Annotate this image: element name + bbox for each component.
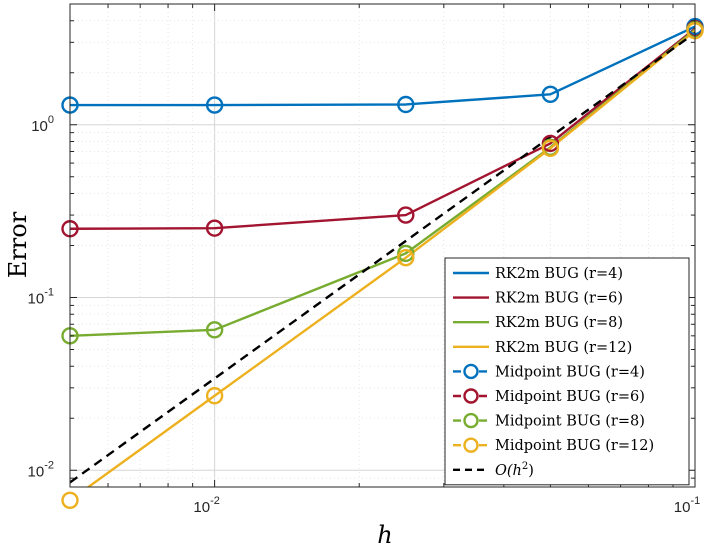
series-line-rk2m [70, 27, 695, 230]
x-tick-label: 10-2 [193, 495, 219, 516]
legend-swatch-marker [463, 412, 479, 429]
midpoint-marker [397, 95, 415, 114]
legend-label: Midpoint BUG (r=12) [495, 438, 654, 454]
midpoint-marker [397, 206, 415, 224]
midpoint-marker [205, 387, 224, 405]
legend-swatch-marker [463, 388, 479, 404]
legend-label: Midpoint BUG (r=4) [495, 364, 645, 380]
legend-label: RK2m BUG (r=4) [495, 266, 623, 282]
legend-label: Midpoint BUG (r=8) [495, 414, 645, 430]
tick-layer: 10-2 10-1 10-2 10-1 100 [28, 3, 700, 516]
legend-label: RK2m BUG (r=12) [495, 340, 632, 356]
legend: RK2m BUG (r=4) RK2m BUG (r=6) RK2m BUG (r=… [444, 257, 690, 486]
midpoint-marker [541, 85, 560, 104]
midpoint-marker [61, 491, 79, 510]
series-layer [70, 25, 695, 487]
legend-label: O(h2) [495, 461, 534, 479]
legend-swatch-marker [463, 363, 479, 380]
midpoint-marker [205, 219, 224, 237]
legend-label: RK2m BUG (r=8) [495, 315, 623, 331]
midpoint-marker [397, 248, 415, 267]
midpoint-marker [205, 96, 224, 114]
y-tick-label: 100 [31, 114, 54, 135]
y-axis-label: Error [4, 211, 32, 278]
x-axis-label: h [377, 521, 392, 549]
series-line-rk2m [70, 25, 695, 107]
legend-label: Midpoint BUG (r=6) [495, 389, 645, 405]
midpoint-marker [205, 321, 224, 339]
y-tick-label: 10-1 [28, 287, 54, 308]
legend-swatch-marker [463, 437, 479, 453]
x-tick-label: 10-1 [674, 495, 700, 516]
series-line-rk2m [86, 29, 695, 487]
reference-line-order2 [70, 31, 695, 484]
legend-label: RK2m BUG (r=6) [495, 291, 623, 307]
midpoint-marker [541, 139, 560, 158]
y-tick-label: 10-2 [28, 459, 54, 480]
